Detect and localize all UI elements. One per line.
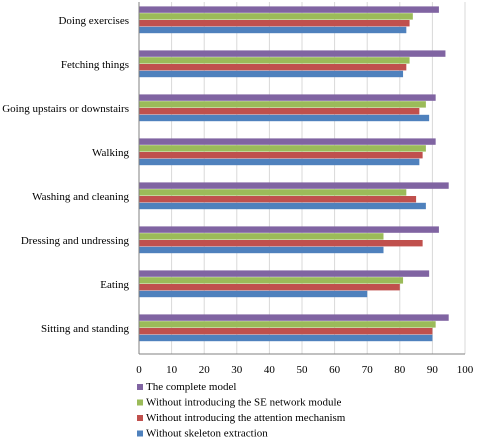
bar [139,145,426,152]
bar [139,114,430,122]
legend-swatch [137,430,143,437]
category-label: Sitting and standing [41,323,130,335]
legend-entry: Without introducing the attention mechan… [146,412,346,424]
bar [139,101,426,108]
bar [139,196,417,203]
category-label: Walking [92,147,129,159]
x-tick-label: 40 [264,364,276,376]
bar [139,314,449,321]
bar [139,284,400,291]
bar [139,108,420,115]
axes [138,2,465,355]
bar [139,182,449,189]
bar [139,202,426,210]
category-label: Fetching things [61,59,129,71]
bar [139,290,368,298]
legend-swatch [137,415,143,421]
bar [139,270,430,277]
x-tick-label: 70 [362,364,374,376]
bar [139,328,433,335]
bar [139,321,436,328]
category-label: Dressing and undressing [21,235,130,247]
category-label: Going upstairs or downstairs [2,103,129,115]
legend: The complete model Without introducing th… [137,381,346,440]
bar [139,233,384,240]
x-tick-label: 50 [297,364,309,376]
bar [139,158,420,166]
x-tick-label: 30 [231,364,243,376]
bar [139,13,413,20]
x-tick-label: 100 [457,364,474,376]
x-tick-label: 80 [394,364,406,376]
bar [139,50,446,57]
x-tick-label: 20 [199,364,211,376]
bar [139,226,439,233]
bar [139,246,384,254]
category-label: Washing and cleaning [32,191,129,203]
bar [139,138,436,145]
bar [139,70,404,78]
bar [139,277,404,284]
bar [139,240,423,247]
category-label: Eating [100,279,129,291]
x-tick-labels: 0 10 20 30 40 50 60 70 80 90 100 [136,364,474,376]
category-labels: Doing exercises Fetching things Going upst… [2,15,129,335]
bar [139,6,439,13]
legend-swatch [137,384,143,390]
bar [139,20,410,27]
bar [139,57,410,64]
x-tick-label: 10 [166,364,178,376]
legend-entry: Without skeleton extraction [146,428,268,440]
bar [139,26,407,34]
x-tick-label: 90 [427,364,439,376]
bar [139,189,407,196]
legend-entry: The complete model [146,381,236,393]
legend-swatch [137,399,143,406]
category-label: Doing exercises [58,15,129,27]
bars [139,6,449,342]
x-tick-label: 0 [136,364,142,376]
x-tick-label: 60 [329,364,341,376]
bar [139,94,436,101]
bar [139,64,407,71]
bar [139,334,433,342]
bar [139,152,423,159]
legend-entry: Without introducing the SE network modul… [146,397,342,409]
